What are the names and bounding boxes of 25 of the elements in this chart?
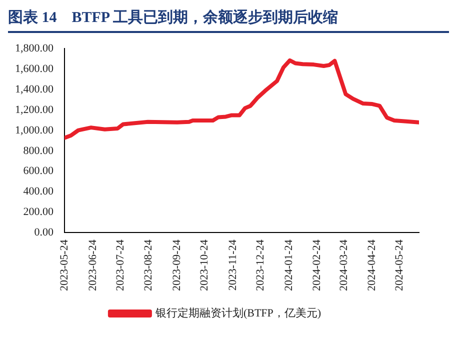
chart-title: 图表 14 BTFP 工具已到期，余额逐步到期后收缩: [8, 8, 449, 33]
y-tick-label: 600.00: [23, 165, 54, 178]
y-tick-label: 200.00: [23, 206, 54, 218]
x-tick-label: 2023-11-24: [226, 239, 239, 291]
x-tick-label: 2023-10-24: [198, 239, 211, 291]
x-tick-label: 2024-03-24: [338, 239, 350, 291]
x-tick-label: 2023-06-24: [86, 239, 99, 291]
y-tick-label: 400.00: [23, 186, 54, 198]
x-tick-label: 2023-12-24: [254, 239, 266, 291]
y-tick-label: 0.00: [34, 226, 54, 239]
x-tick-label: 2023-09-24: [171, 239, 184, 291]
y-tick-label: 1,400.00: [15, 83, 54, 96]
x-tick-label: 2024-01-24: [282, 239, 295, 291]
y-tick-label: 1,200.00: [15, 104, 54, 116]
x-tick-label: 2023-05-24: [58, 239, 70, 291]
x-tick-label: 2023-08-24: [142, 239, 155, 291]
legend-label: 银行定期融资计划(BTFP，亿美元): [154, 306, 322, 320]
y-tick-label: 1,800.00: [15, 42, 54, 54]
x-tick-label: 2024-04-24: [366, 239, 378, 291]
x-tick-label: 2024-02-24: [311, 239, 324, 291]
x-tick-label: 2023-07-24: [114, 239, 126, 291]
y-tick-label: 1,600.00: [15, 62, 54, 75]
y-tick-label: 1,000.00: [15, 124, 54, 136]
x-tick-label: 2024-05-24: [394, 239, 406, 291]
y-tick-label: 800.00: [23, 144, 54, 157]
